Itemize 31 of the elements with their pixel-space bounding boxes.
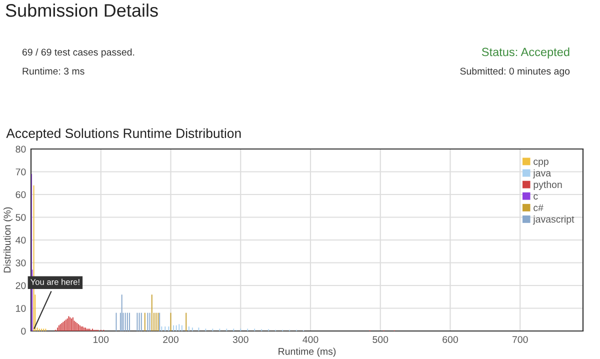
y-axis-title: Distribution (%): [3, 207, 13, 272]
text: Submitted: 0 minutes ago: [460, 67, 570, 77]
x-tick-label: 600: [442, 336, 458, 343]
y-tick-label: 10: [16, 304, 26, 312]
y-tick-label: 20: [16, 282, 26, 290]
y-tick-label: 30: [16, 259, 26, 266]
text: 69 / 69 test cases passed.: [22, 48, 134, 58]
x-tick-label: 500: [372, 336, 388, 343]
y-tick-label: 80: [16, 146, 26, 153]
text: Status: Accepted: [482, 48, 570, 58]
x-tick-label: 100: [94, 336, 109, 343]
legend-label: cpp: [534, 160, 548, 167]
x-tick-label: 400: [302, 336, 318, 343]
text: Submission Details: [6, 4, 158, 17]
y-tick-label: 50: [16, 214, 26, 221]
legend-label: c#: [534, 204, 544, 212]
y-tick-label: 40: [16, 236, 26, 244]
chart-title: Accepted Solutions Runtime Distribution: [6, 128, 241, 141]
y-tick-label: 60: [16, 191, 26, 198]
legend-label: java: [532, 169, 552, 178]
legend-label: javascript: [532, 216, 574, 225]
x-tick-label: 300: [232, 336, 248, 343]
x-axis-title: Runtime (ms): [278, 348, 336, 357]
y-tick-label: 70: [16, 168, 26, 176]
legend-label: python: [534, 180, 562, 190]
legend-label: c: [534, 194, 538, 200]
text: Runtime: 3 ms: [22, 67, 84, 75]
y-tick-label: 0: [21, 328, 26, 335]
x-tick-label: 700: [512, 336, 528, 343]
x-tick-label: 200: [163, 336, 178, 343]
annotation: You are here!: [30, 278, 80, 285]
